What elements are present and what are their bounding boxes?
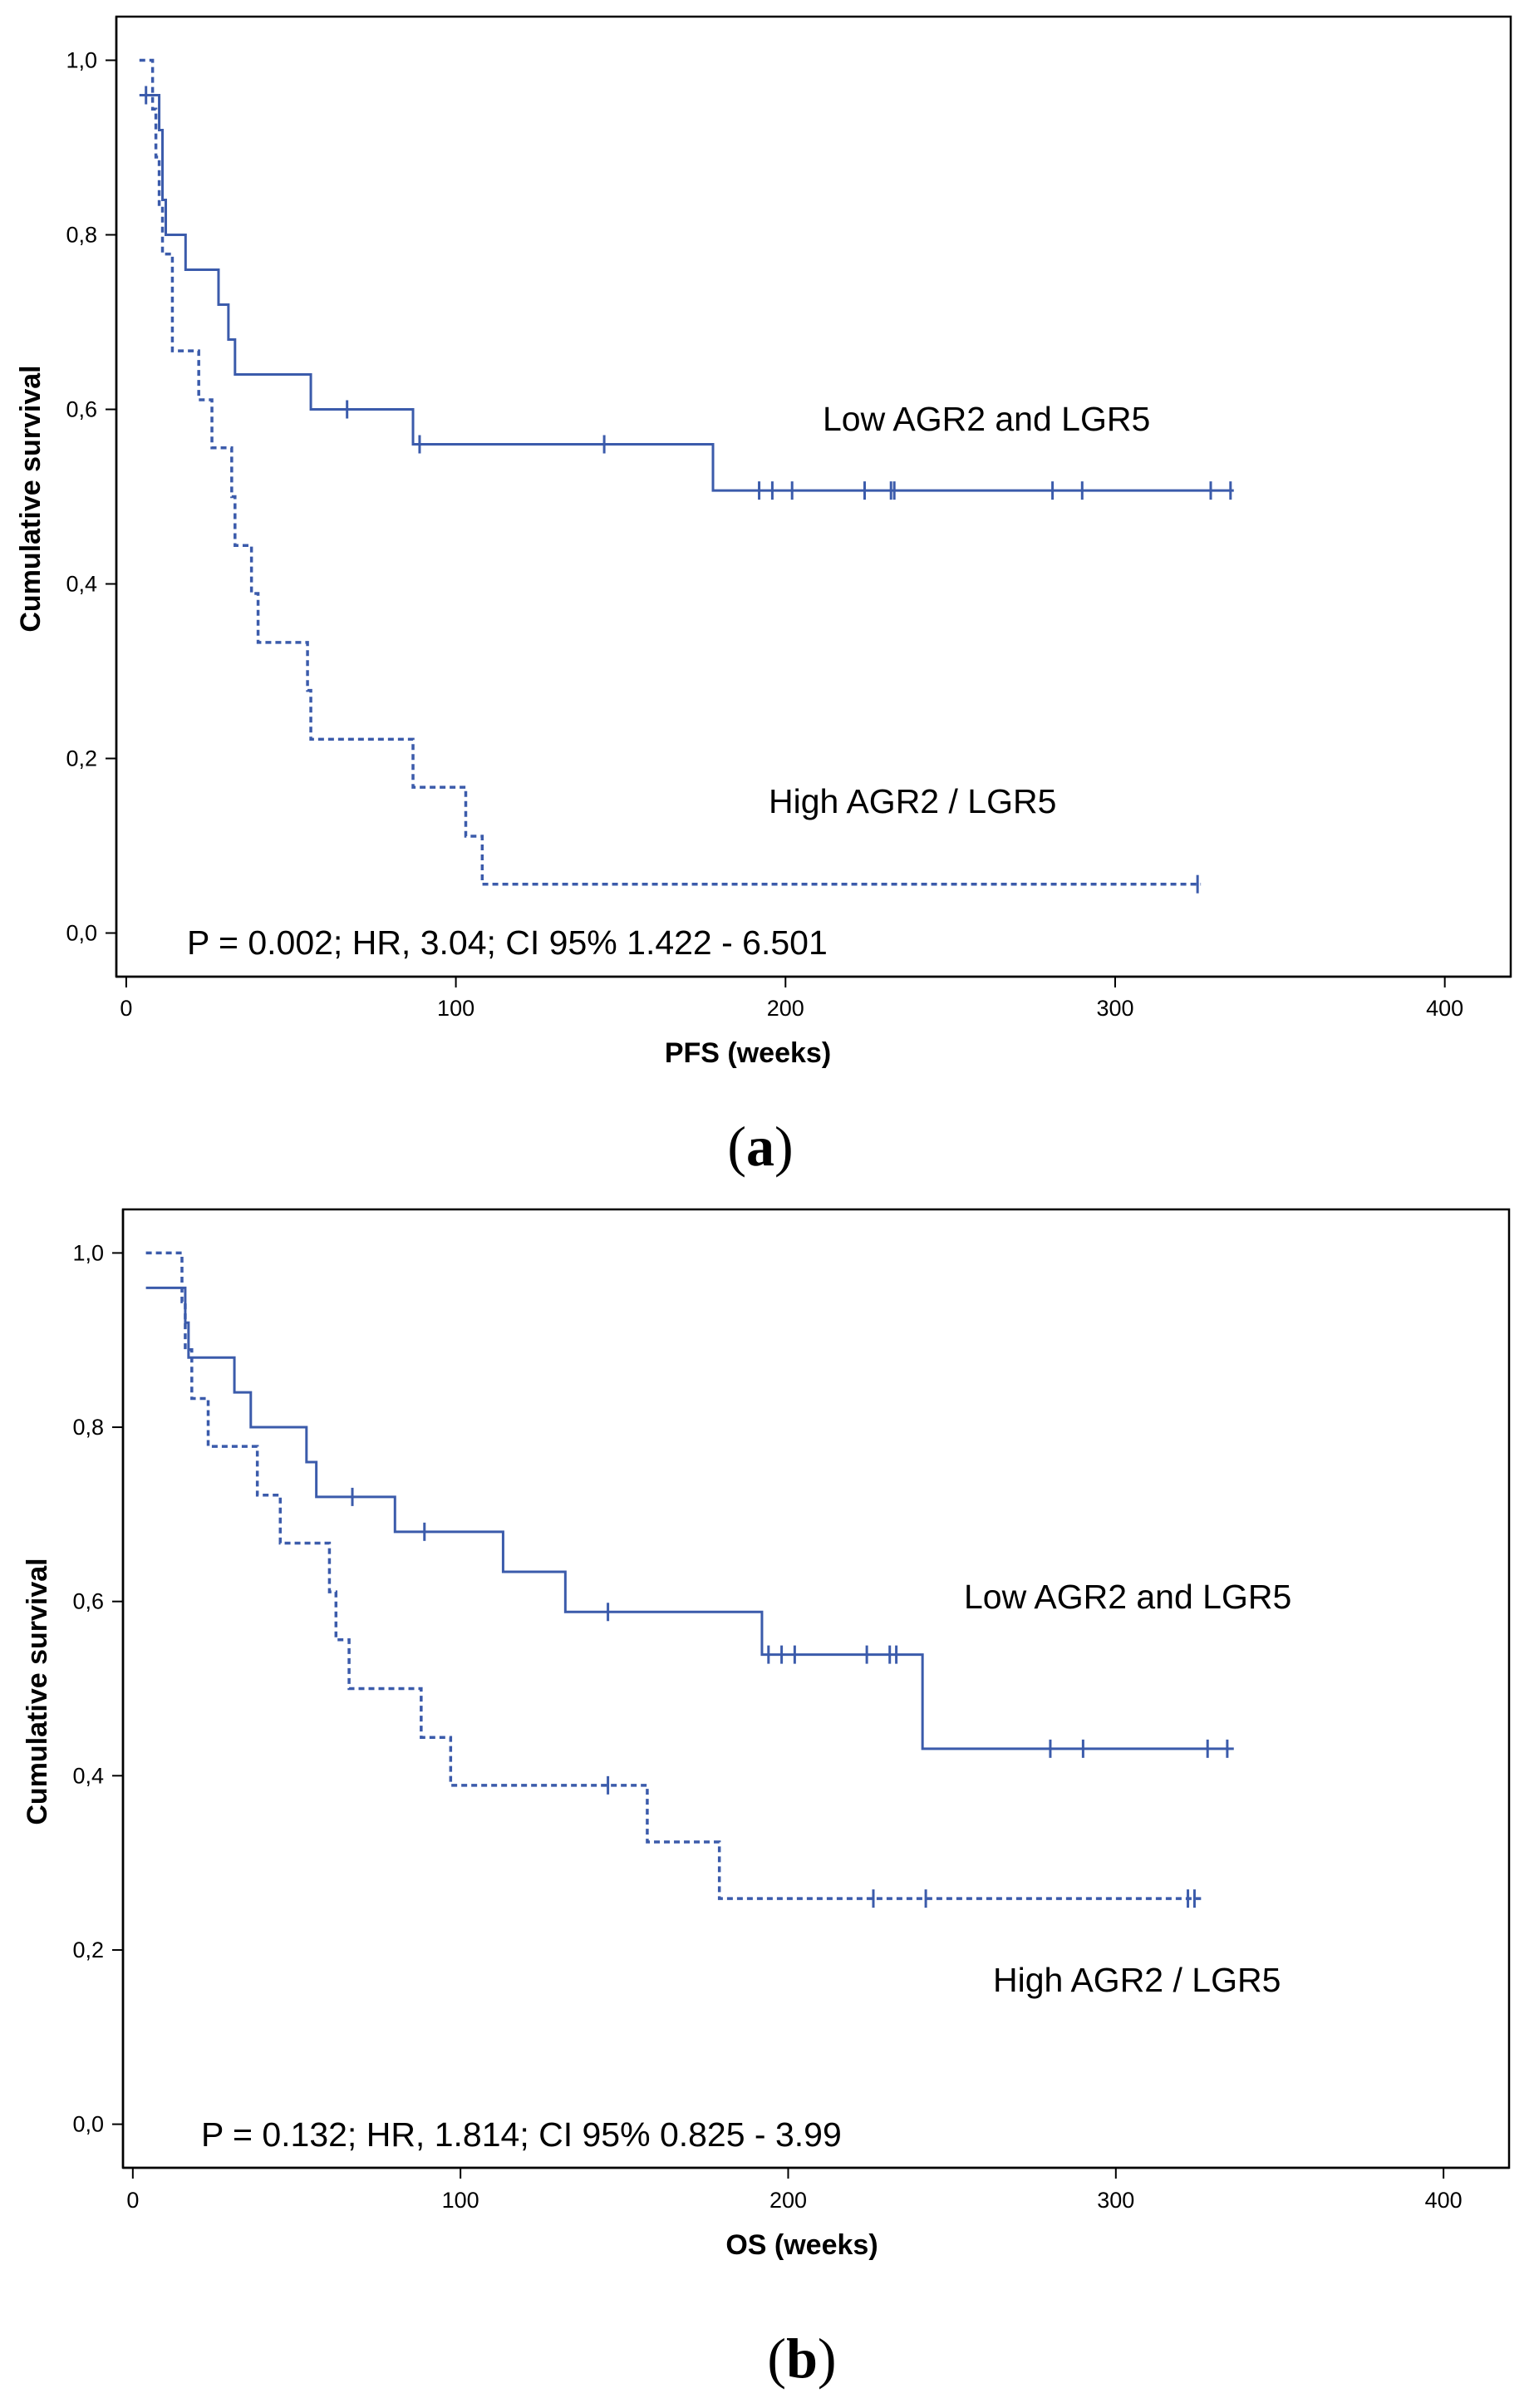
panel-b-y-axis-title: Cumulative survival bbox=[22, 1558, 53, 1824]
panel-a-x-tick-label-2: 200 bbox=[767, 996, 804, 1021]
panel-b-x-axis-title: OS (weeks) bbox=[725, 2229, 878, 2261]
panel-b-x-tick-label-0: 0 bbox=[126, 2188, 139, 2213]
panel-b-high-series-label: High AGR2 / LGR5 bbox=[993, 1961, 1281, 1999]
panel-a-x-ticks: 0 100 200 300 400 bbox=[120, 977, 1463, 1021]
panel-a-x-tick-label-0: 0 bbox=[120, 996, 132, 1021]
panel-b-y-tick-label-5: 1,0 bbox=[72, 1240, 104, 1265]
panel-b-x-tick-label-4: 400 bbox=[1425, 2188, 1463, 2213]
panel-b-panel-label: (b) bbox=[767, 2327, 836, 2390]
panel-b-y-tick-label-0: 0,0 bbox=[72, 2112, 104, 2137]
panel-a-high-series-line bbox=[139, 58, 1202, 886]
panel-b: 0 100 200 300 400 0,0 0,2 0,4 0,6 0,8 1,… bbox=[22, 1208, 1511, 2390]
panel-a-y-tick-label-3: 0,6 bbox=[66, 397, 97, 422]
panel-b-y-tick-label-2: 0,4 bbox=[72, 1763, 104, 1788]
panel-a-plot-frame bbox=[115, 15, 1512, 978]
panel-b-low-censor-marks bbox=[351, 1487, 1229, 1758]
panel-b-stats-annotation: P = 0.132; HR, 1.814; CI 95% 0.825 - 3.9… bbox=[201, 2115, 842, 2154]
panel-a-y-ticks: 0,0 0,2 0,4 0,6 0,8 1,0 bbox=[66, 48, 116, 946]
panel-a-y-tick-label-0: 0,0 bbox=[66, 921, 97, 946]
panel-b-x-tick-label-2: 200 bbox=[769, 2188, 807, 2213]
panel-b-y-tick-label-1: 0,2 bbox=[72, 1938, 104, 1962]
panel-a-x-tick-label-1: 100 bbox=[437, 996, 474, 1021]
panel-b-plot-frame bbox=[121, 1208, 1511, 2169]
panel-a-high-series-label: High AGR2 / LGR5 bbox=[769, 782, 1056, 820]
panel-a-x-tick-label-3: 300 bbox=[1096, 996, 1133, 1021]
panel-b-y-tick-label-3: 0,6 bbox=[72, 1589, 104, 1614]
panel-b-x-tick-label-3: 300 bbox=[1097, 2188, 1134, 2213]
panel-a: 0 100 200 300 400 0,0 0,2 0,4 0,6 0,8 1,… bbox=[15, 15, 1512, 1178]
panel-a-x-axis-title: PFS (weeks) bbox=[665, 1037, 831, 1069]
panel-b-low-series-line bbox=[145, 1286, 1234, 1751]
panel-b-high-censor-marks bbox=[607, 1775, 1196, 1908]
panel-a-x-tick-label-4: 400 bbox=[1426, 996, 1463, 1021]
panel-a-y-tick-label-4: 0,8 bbox=[66, 223, 97, 248]
panel-a-low-censor-marks bbox=[145, 86, 1232, 500]
panel-a-y-tick-label-1: 0,2 bbox=[66, 746, 97, 771]
panel-a-low-series-line bbox=[139, 94, 1234, 492]
panel-a-low-series-label: Low AGR2 and LGR5 bbox=[823, 400, 1150, 438]
panel-b-low-series-label: Low AGR2 and LGR5 bbox=[964, 1578, 1291, 1616]
panel-a-y-tick-label-5: 1,0 bbox=[66, 48, 97, 73]
panel-a-stats-annotation: P = 0.002; HR, 3.04; CI 95% 1.422 - 6.50… bbox=[187, 923, 828, 962]
panel-b-y-tick-label-4: 0,8 bbox=[72, 1415, 104, 1440]
panel-a-panel-label: (a) bbox=[727, 1115, 793, 1178]
panel-b-high-series-line bbox=[145, 1251, 1202, 1900]
panel-a-y-tick-label-2: 0,4 bbox=[66, 572, 97, 597]
panel-a-y-axis-title: Cumulative survival bbox=[15, 365, 47, 632]
panel-b-x-tick-label-1: 100 bbox=[442, 2188, 479, 2213]
panel-b-y-ticks: 0,0 0,2 0,4 0,6 0,8 1,0 bbox=[72, 1240, 123, 2137]
panel-b-x-ticks: 0 100 200 300 400 bbox=[126, 2168, 1463, 2213]
